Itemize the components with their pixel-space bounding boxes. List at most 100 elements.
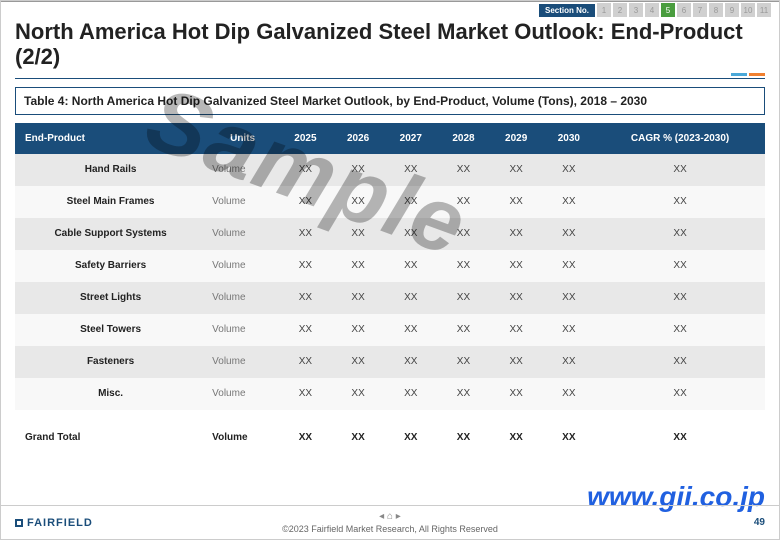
cell-units: Volume [206, 282, 279, 314]
grand-total-value: XX [384, 422, 437, 454]
col-header: Units [206, 123, 279, 154]
cell-value: XX [437, 314, 490, 346]
col-header: CAGR % (2023-2030) [595, 123, 765, 154]
title-underline [15, 78, 765, 79]
grand-total-units: Volume [206, 422, 279, 454]
accent-bars [731, 73, 765, 76]
cell-value: XX [437, 250, 490, 282]
nav-home-icon[interactable]: ⌂ [387, 511, 393, 522]
cell-value: XX [437, 378, 490, 410]
cell-value: XX [542, 154, 595, 186]
cell-value: XX [490, 218, 543, 250]
section-box-2[interactable]: 2 [613, 3, 627, 17]
grand-total-label: Grand Total [15, 422, 206, 454]
col-header: 2030 [542, 123, 595, 154]
cell-units: Volume [206, 346, 279, 378]
cell-value: XX [595, 282, 765, 314]
footer: FAIRFIELD ◂ ⌂ ▸ ©2023 Fairfield Market R… [1, 505, 779, 539]
cell-value: XX [279, 250, 332, 282]
cell-value: XX [490, 346, 543, 378]
cell-value: XX [490, 282, 543, 314]
section-label: Section No. [539, 4, 595, 17]
col-header: 2028 [437, 123, 490, 154]
section-box-4[interactable]: 4 [645, 3, 659, 17]
data-table: End-ProductUnits202520262027202820292030… [15, 123, 765, 454]
cell-value: XX [384, 282, 437, 314]
table-row: Misc.VolumeXXXXXXXXXXXXXX [15, 378, 765, 410]
grand-total-value: XX [279, 422, 332, 454]
cell-value: XX [490, 154, 543, 186]
cell-product: Steel Towers [15, 314, 206, 346]
cell-value: XX [437, 154, 490, 186]
cell-product: Safety Barriers [15, 250, 206, 282]
cell-units: Volume [206, 186, 279, 218]
footer-center: ◂ ⌂ ▸ ©2023 Fairfield Market Research, A… [282, 511, 498, 534]
cell-value: XX [332, 346, 385, 378]
cell-value: XX [384, 314, 437, 346]
cell-value: XX [279, 154, 332, 186]
grand-total-value: XX [437, 422, 490, 454]
grand-total-row: Grand TotalVolumeXXXXXXXXXXXXXX [15, 422, 765, 454]
nav-next-icon[interactable]: ▸ [396, 511, 401, 522]
col-header: 2027 [384, 123, 437, 154]
cell-value: XX [332, 186, 385, 218]
cell-value: XX [542, 218, 595, 250]
cell-value: XX [332, 282, 385, 314]
section-box-8[interactable]: 8 [709, 3, 723, 17]
footer-copyright: ©2023 Fairfield Market Research, All Rig… [282, 524, 498, 534]
table-header-row: End-ProductUnits202520262027202820292030… [15, 123, 765, 154]
cell-units: Volume [206, 218, 279, 250]
cell-units: Volume [206, 250, 279, 282]
cell-value: XX [279, 218, 332, 250]
cell-value: XX [542, 378, 595, 410]
section-box-3[interactable]: 3 [629, 3, 643, 17]
section-box-11[interactable]: 11 [757, 3, 771, 17]
cell-value: XX [384, 154, 437, 186]
cell-units: Volume [206, 378, 279, 410]
section-nav: Section No. 1234567891011 [539, 3, 771, 17]
cell-product: Fasteners [15, 346, 206, 378]
cell-value: XX [595, 346, 765, 378]
footer-logo: FAIRFIELD [15, 517, 93, 529]
cell-value: XX [490, 186, 543, 218]
col-header: 2029 [490, 123, 543, 154]
cell-value: XX [437, 218, 490, 250]
section-box-10[interactable]: 10 [741, 3, 755, 17]
cell-value: XX [595, 218, 765, 250]
table-row: Cable Support SystemsVolumeXXXXXXXXXXXXX… [15, 218, 765, 250]
cell-value: XX [595, 378, 765, 410]
cell-product: Steel Main Frames [15, 186, 206, 218]
cell-value: XX [595, 154, 765, 186]
cell-value: XX [332, 218, 385, 250]
cell-value: XX [542, 282, 595, 314]
section-box-9[interactable]: 9 [725, 3, 739, 17]
cell-value: XX [437, 186, 490, 218]
table-row: Steel Main FramesVolumeXXXXXXXXXXXXXX [15, 186, 765, 218]
page-number: 49 [754, 517, 765, 528]
section-box-1[interactable]: 1 [597, 3, 611, 17]
section-box-5[interactable]: 5 [661, 3, 675, 17]
cell-value: XX [437, 346, 490, 378]
cell-value: XX [332, 378, 385, 410]
col-header: 2025 [279, 123, 332, 154]
cell-value: XX [332, 250, 385, 282]
grand-total-value: XX [595, 422, 765, 454]
cell-value: XX [332, 314, 385, 346]
table-row: Street LightsVolumeXXXXXXXXXXXXXX [15, 282, 765, 314]
cell-value: XX [542, 346, 595, 378]
cell-value: XX [437, 282, 490, 314]
grand-total-value: XX [332, 422, 385, 454]
footer-nav[interactable]: ◂ ⌂ ▸ [282, 511, 498, 522]
col-header: End-Product [15, 123, 206, 154]
cell-units: Volume [206, 154, 279, 186]
nav-prev-icon[interactable]: ◂ [379, 511, 384, 522]
cell-value: XX [279, 346, 332, 378]
section-box-7[interactable]: 7 [693, 3, 707, 17]
cell-value: XX [490, 250, 543, 282]
cell-value: XX [595, 186, 765, 218]
table-title-box: Table 4: North America Hot Dip Galvanize… [15, 87, 765, 115]
cell-value: XX [542, 314, 595, 346]
section-box-6[interactable]: 6 [677, 3, 691, 17]
cell-units: Volume [206, 314, 279, 346]
cell-value: XX [384, 186, 437, 218]
